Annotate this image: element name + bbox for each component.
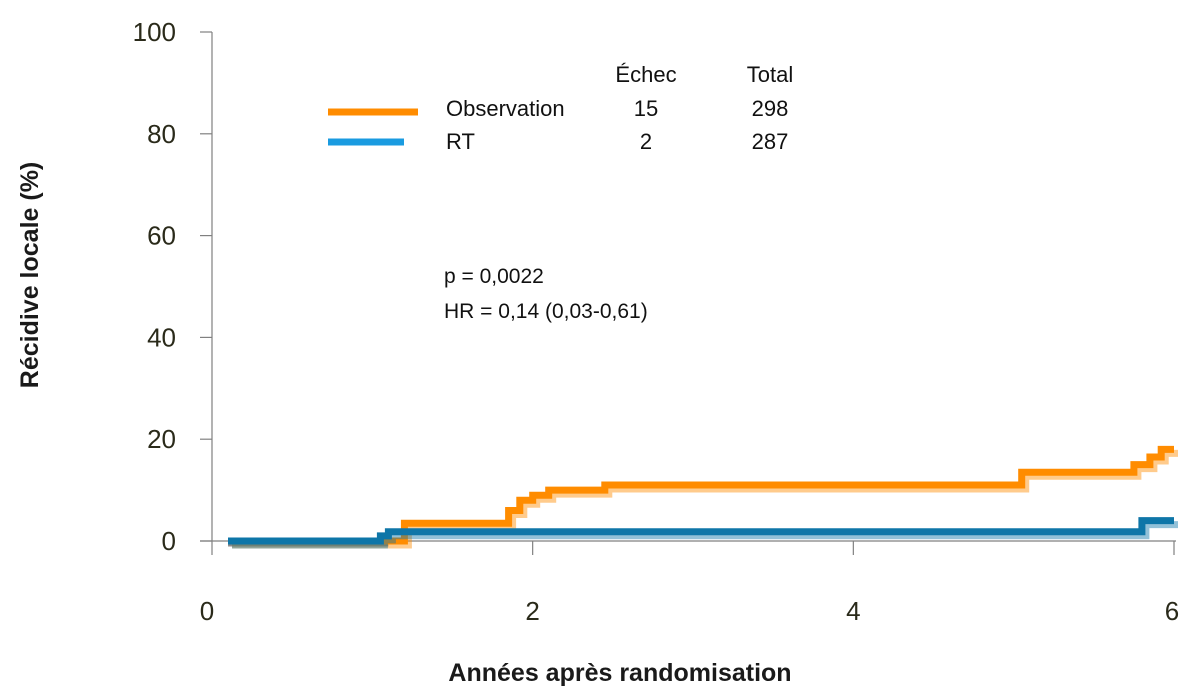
y-tick-label: 0	[162, 526, 176, 556]
legend-header-failures: Échec	[615, 62, 676, 87]
y-tick-label: 80	[147, 119, 176, 149]
legend-total-rt: 287	[752, 129, 789, 154]
y-axis-title: Récidive locale (%)	[16, 162, 44, 388]
series-shadow-rt	[232, 521, 1178, 549]
legend-failures-rt: 2	[640, 129, 652, 154]
legend-label-observation: Observation	[446, 96, 565, 121]
annotation-p-value: p = 0,0022	[444, 265, 544, 288]
y-tick-label: 20	[147, 424, 176, 454]
x-tick-label: 2	[525, 596, 539, 626]
x-tick-label: 6	[1165, 596, 1179, 626]
legend-label-rt: RT	[446, 129, 475, 154]
x-tick-label: 0	[200, 596, 214, 626]
y-tick-label: 40	[147, 322, 176, 352]
y-tick-label: 100	[133, 17, 176, 47]
y-tick-label: 60	[147, 221, 176, 251]
series-layer	[228, 445, 1178, 549]
legend-failures-observation: 15	[634, 96, 658, 121]
annotation-hazard-ratio: HR = 0,14 (0,03-0,61)	[444, 300, 648, 323]
x-tick-label: 4	[846, 596, 860, 626]
series-line-observation	[228, 445, 1174, 545]
legend-total-observation: 298	[752, 96, 789, 121]
legend: Échec Total Observation 15 298 RT 2 287	[328, 62, 793, 154]
x-axis-ticks: 0 2 4 6	[200, 541, 1179, 626]
series-line-rt	[228, 517, 1174, 545]
legend-header-total: Total	[747, 62, 793, 87]
y-axis-ticks: 0 20 40 60 80 100	[133, 17, 212, 556]
x-axis-title: Années après randomisation	[448, 659, 791, 687]
series-shadow-observation	[232, 449, 1178, 549]
